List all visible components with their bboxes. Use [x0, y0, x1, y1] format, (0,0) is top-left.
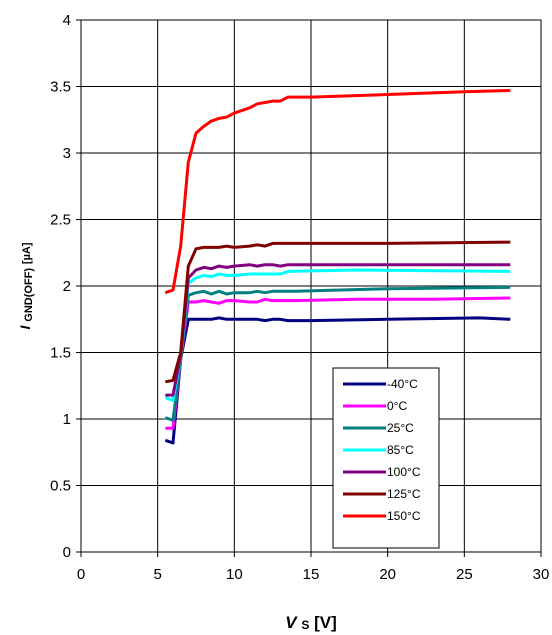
legend-label: 25°C [387, 421, 414, 435]
x-axis-ticks: 0 5 10 15 20 25 30 [77, 552, 550, 583]
x-tick-label: 10 [226, 566, 243, 583]
series-lines [164, 89, 511, 445]
y-tick-label: 2 [63, 278, 71, 295]
x-tick-label: 5 [153, 566, 161, 583]
y-tick-label: 0.5 [50, 478, 71, 495]
series-line [165, 240, 511, 384]
legend-label: -40°C [387, 377, 418, 391]
x-tick-label: 20 [379, 566, 396, 583]
legend-label: 0°C [387, 399, 407, 413]
y-axis-title-unit: [µA] [21, 242, 33, 264]
y-axis-title-main: I [17, 325, 33, 330]
x-axis-title-main: V [285, 613, 298, 632]
x-axis-title-sub: S [301, 618, 309, 632]
y-tick-label: 3 [63, 145, 71, 162]
x-tick-label: 15 [303, 566, 320, 583]
y-tick-label: 0 [63, 544, 71, 561]
x-axis-title: V S [V] [285, 613, 337, 633]
legend-label: 100°C [387, 465, 421, 479]
x-tick-label: 30 [533, 566, 550, 583]
y-tick-label: 3.5 [50, 79, 71, 96]
y-axis-ticks: 0 0.5 1 1.5 2 2.5 3 3.5 4 [50, 12, 81, 561]
y-axis-title: I GND(OFF) [µA] [17, 242, 35, 329]
legend-label: 125°C [387, 487, 421, 501]
y-axis-title-sub: GND(OFF) [23, 268, 35, 322]
series-line [164, 316, 511, 445]
legend-box [332, 367, 440, 549]
legend: -40°C 0°C 25°C 85°C 100°C 125°C 150°C [332, 367, 440, 549]
series-line [164, 89, 511, 295]
y-tick-label: 1.5 [50, 345, 71, 362]
x-tick-label: 0 [77, 566, 85, 583]
x-tick-label: 25 [456, 566, 473, 583]
y-tick-label: 1 [63, 411, 71, 428]
y-tick-label: 4 [63, 12, 71, 29]
y-tick-label: 2.5 [50, 212, 71, 229]
legend-label: 150°C [387, 509, 421, 523]
legend-label: 85°C [387, 443, 414, 457]
x-axis-title-unit: [V] [314, 613, 337, 632]
